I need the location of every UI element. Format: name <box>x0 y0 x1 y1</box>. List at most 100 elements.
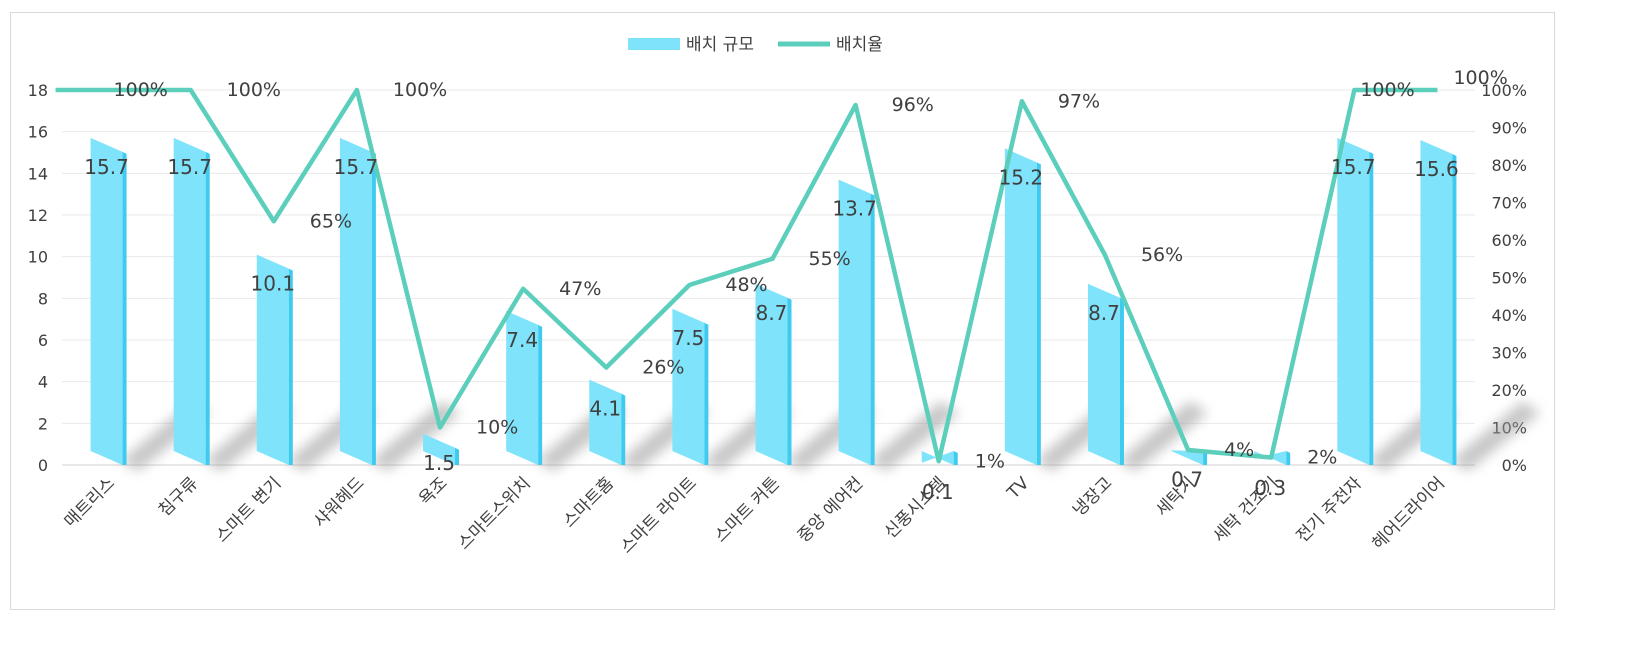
bar-side <box>455 447 460 465</box>
y-right-tick-label: 0% <box>1502 456 1527 475</box>
line-value-label: 47% <box>559 278 601 300</box>
bar-value-label: 0.7 <box>1171 467 1203 491</box>
y-right-tick-label: 80% <box>1491 156 1527 175</box>
bar <box>1004 148 1037 466</box>
bar-side <box>704 322 709 465</box>
legend-bar-label: 배치 규모 <box>686 35 754 55</box>
x-category-label: 세탁 건조기 <box>1209 473 1282 546</box>
bar-value-label: 7.5 <box>672 326 704 350</box>
line-value-label: 97% <box>1058 90 1100 112</box>
bar-value-label: 10.1 <box>251 272 296 296</box>
x-category-label: 침구류 <box>155 473 202 520</box>
bar-side <box>870 193 875 466</box>
bar <box>423 433 456 465</box>
line-value-label: 10% <box>476 417 518 439</box>
line-value-label: 100% <box>1453 67 1507 89</box>
bar-value-label: 15.7 <box>1331 155 1376 179</box>
bar-value-label: 8.7 <box>756 301 788 325</box>
line-value-label: 100% <box>114 79 168 101</box>
bar-side <box>122 151 127 465</box>
bar-side <box>1119 297 1124 465</box>
bar <box>173 137 206 465</box>
bar <box>1420 140 1453 465</box>
y-left-tick-label: 18 <box>28 81 48 100</box>
bar <box>90 137 123 465</box>
bar-value-label: 15.2 <box>999 165 1044 189</box>
bar <box>506 310 539 465</box>
x-category-label: TV <box>1003 473 1034 504</box>
bar-side <box>953 451 958 465</box>
bar-value-label: 15.7 <box>167 155 212 179</box>
y-right-tick-label: 20% <box>1491 381 1527 400</box>
y-left-tick-label: 16 <box>28 123 48 142</box>
line-value-label: 100% <box>1360 79 1414 101</box>
x-category-label: 스마트스위치 <box>454 473 534 553</box>
line-value-label: 65% <box>310 210 352 232</box>
bar-value-label: 15.6 <box>1414 157 1459 181</box>
bar-side <box>1452 154 1457 465</box>
x-category-label: 샤워헤드 <box>310 473 368 531</box>
x-category-label: 전기 주전자 <box>1293 473 1367 547</box>
line-value-label: 4% <box>1224 439 1254 461</box>
y-left-tick-label: 6 <box>38 331 48 350</box>
line-value-label: 26% <box>642 357 684 379</box>
bar-value-label: 15.7 <box>334 155 379 179</box>
x-category-label: 스마트 커튼 <box>711 473 784 546</box>
x-category-label: 스마트 라이트 <box>617 473 701 557</box>
y-right-tick-label: 60% <box>1491 231 1527 250</box>
bar <box>1087 283 1120 465</box>
bar-side <box>787 297 792 465</box>
x-category-label: 중앙 에어컨 <box>794 473 867 546</box>
bar-value-label: 0.3 <box>1254 476 1286 500</box>
y-right-tick-label: 50% <box>1491 269 1527 288</box>
y-left-tick-label: 12 <box>28 206 48 225</box>
y-left-tick-label: 8 <box>38 289 48 308</box>
line-value-label: 1% <box>975 450 1005 472</box>
y-left-tick-label: 2 <box>38 414 48 433</box>
x-category-label: 냉장고 <box>1069 473 1116 520</box>
line-series-배치율 <box>55 87 1438 464</box>
y-left-tick-label: 4 <box>38 373 48 392</box>
bar <box>589 379 622 465</box>
bar-side <box>1036 162 1041 466</box>
bar-shadow <box>868 401 959 471</box>
bar-side <box>205 151 210 465</box>
x-category-label: 신풍시스템 <box>881 473 950 542</box>
x-category-label: 헤어드라이어 <box>1368 473 1448 553</box>
x-category-label: 욕조 <box>415 473 451 509</box>
line-value-label: 100% <box>393 79 447 101</box>
bar-side <box>1286 451 1291 465</box>
legend: 배치 규모 배치율 <box>628 35 883 55</box>
bar-value-label: 7.4 <box>506 328 538 352</box>
y-right-tick-label: 90% <box>1491 119 1527 138</box>
bar <box>755 283 788 465</box>
bar-side <box>288 268 293 465</box>
y-left-tick-label: 0 <box>38 456 48 475</box>
bar-side <box>1203 451 1208 465</box>
legend-line-label: 배치율 <box>836 35 883 55</box>
line-value-label: 96% <box>892 94 934 116</box>
y-left-tick-label: 10 <box>28 248 48 267</box>
x-category-label: 매트리스 <box>61 473 119 531</box>
bar <box>672 308 705 465</box>
y-right-tick-label: 70% <box>1491 194 1527 213</box>
bar-shadow <box>1117 401 1208 471</box>
line-value-label: 55% <box>809 248 851 270</box>
bar-value-label: 8.7 <box>1088 301 1120 325</box>
bar-value-label: 4.1 <box>589 397 621 421</box>
y-right-tick-label: 100% <box>1481 81 1527 100</box>
bar <box>1171 450 1204 465</box>
y-left-tick-label: 14 <box>28 164 48 183</box>
bar <box>1337 137 1370 465</box>
line-value-label: 2% <box>1307 447 1337 469</box>
bar <box>838 179 871 466</box>
bar-value-label: 15.7 <box>84 155 129 179</box>
bar-side <box>538 324 543 465</box>
y-right-tick-label: 30% <box>1491 344 1527 363</box>
line-value-label: 100% <box>227 79 281 101</box>
x-category-label: 스마트홈 <box>559 473 617 531</box>
line-value-label: 56% <box>1141 244 1183 266</box>
legend-bar-swatch <box>628 38 680 50</box>
bar-value-label: 0.1 <box>922 480 954 504</box>
